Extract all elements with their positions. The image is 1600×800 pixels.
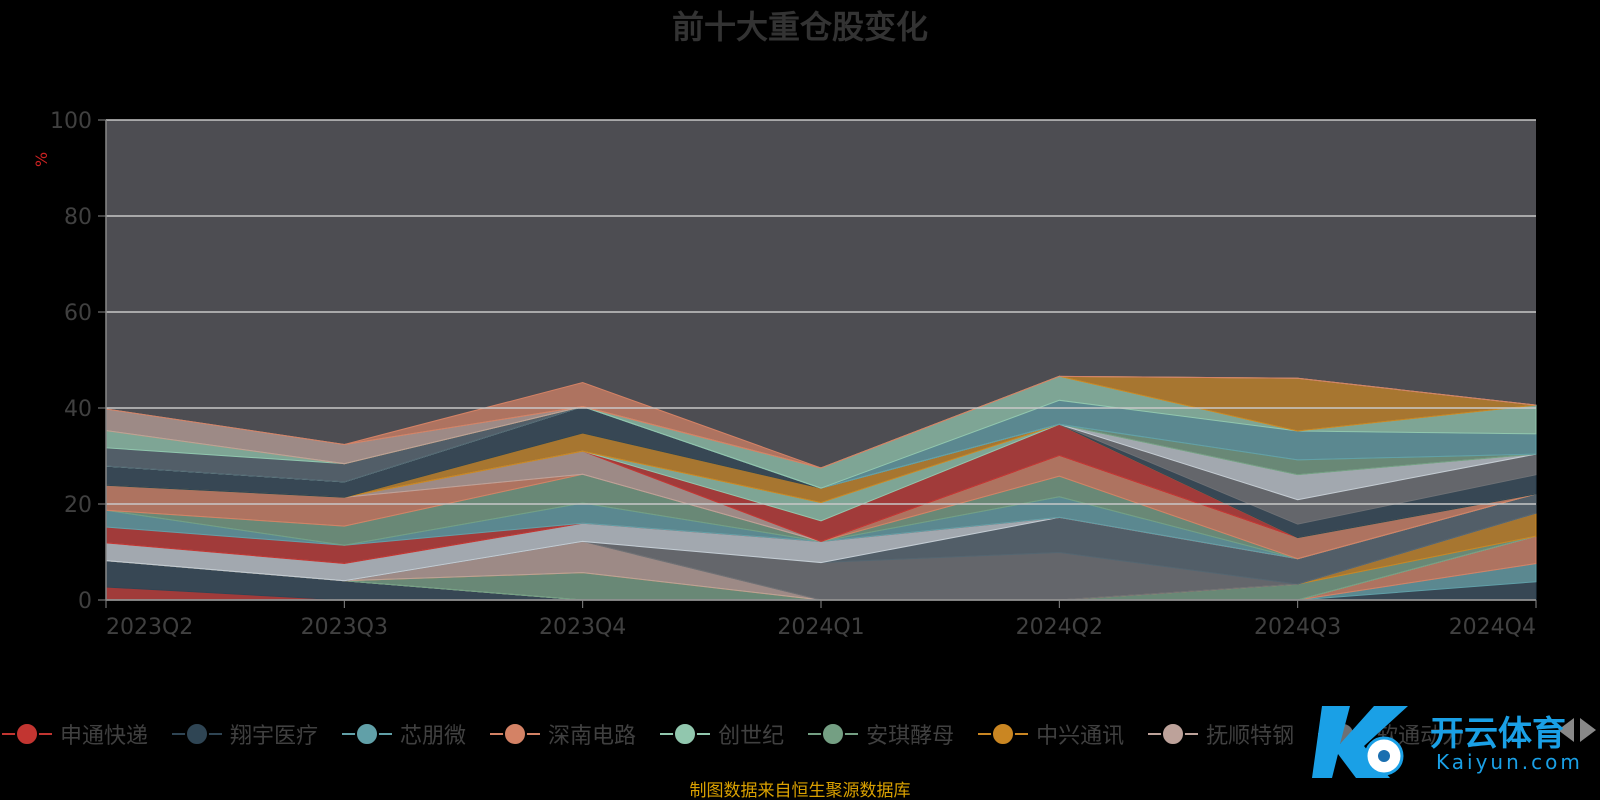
x-tick-label: 2024Q4	[1449, 615, 1536, 640]
legend-item[interactable]: 抚顺特钢	[1148, 718, 1294, 750]
legend-item[interactable]: 深南电路	[490, 718, 636, 750]
source-note: 制图数据来自恒生聚源数据库	[689, 781, 911, 800]
legend-pager	[1558, 718, 1596, 742]
legend-label: 翔宇医疗	[230, 724, 319, 749]
legend-label: 创世纪	[718, 724, 785, 749]
x-tick-label: 2024Q1	[777, 615, 864, 640]
y-axis-unit: %	[32, 151, 52, 168]
legend-item[interactable]: 创世纪	[660, 718, 784, 750]
legend-label: 中兴通讯	[1036, 724, 1125, 749]
watermark-sub: Kaiyun.com	[1436, 750, 1583, 774]
y-tick-label: 0	[78, 589, 92, 614]
legend-label: 抚顺特钢	[1206, 724, 1295, 749]
legend-label: 芯朋微	[400, 724, 467, 749]
y-tick-label: 60	[64, 301, 92, 326]
legend: 申通快递 翔宇医疗 芯朋微 深南电路 创世纪 安琪酵母 中兴通讯 抚顺特钢 软通动力	[0, 716, 1600, 752]
x-tick-label: 2023Q3	[301, 615, 388, 640]
watermark-text: 开云体育	[1430, 714, 1566, 754]
legend-item[interactable]: 安琪酵母	[808, 718, 954, 750]
y-tick-label: 80	[64, 205, 92, 230]
x-tick-label: 2024Q2	[1016, 615, 1103, 640]
legend-swatch-icon	[1148, 722, 1199, 746]
axes: 0 20 40 60 80 100 2023Q2 2023Q3 2023Q4 2024Q1 2024…	[50, 109, 1537, 640]
legend-prev-icon[interactable]	[1558, 718, 1574, 742]
watermark-logo: 开云体育 Kaiyun.com	[1312, 700, 1582, 782]
legend-swatch-icon	[342, 722, 393, 746]
legend-item[interactable]: 中兴通讯	[978, 718, 1124, 750]
x-tick-label: 2024Q3	[1254, 615, 1341, 640]
series-areas	[105, 375, 1537, 601]
legend-label: 申通快递	[60, 724, 149, 749]
legend-next-icon[interactable]	[1580, 718, 1596, 742]
legend-item[interactable]: 申通快递	[2, 718, 148, 750]
y-tick-label: 40	[64, 397, 92, 422]
y-tick-label: 100	[50, 109, 92, 134]
legend-item[interactable]: 芯朋微	[342, 718, 466, 750]
legend-item[interactable]: 翔宇医疗	[172, 718, 318, 750]
legend-swatch-icon	[808, 722, 859, 746]
x-tick-label: 2023Q4	[539, 615, 626, 640]
x-tick-label: 2023Q2	[106, 615, 193, 640]
series-area-29[interactable]	[105, 375, 1537, 469]
legend-swatch-icon	[660, 722, 711, 746]
legend-label: 安琪酵母	[866, 724, 955, 749]
legend-swatch-icon	[490, 722, 541, 746]
legend-label: 深南电路	[548, 724, 637, 749]
watermark-k-icon	[1312, 706, 1408, 778]
legend-swatch-icon	[172, 722, 223, 746]
y-tick-label: 20	[64, 493, 92, 518]
chart-title: 前十大重仓股变化	[671, 8, 928, 46]
legend-swatch-icon	[978, 722, 1029, 746]
legend-swatch-icon	[2, 722, 52, 746]
